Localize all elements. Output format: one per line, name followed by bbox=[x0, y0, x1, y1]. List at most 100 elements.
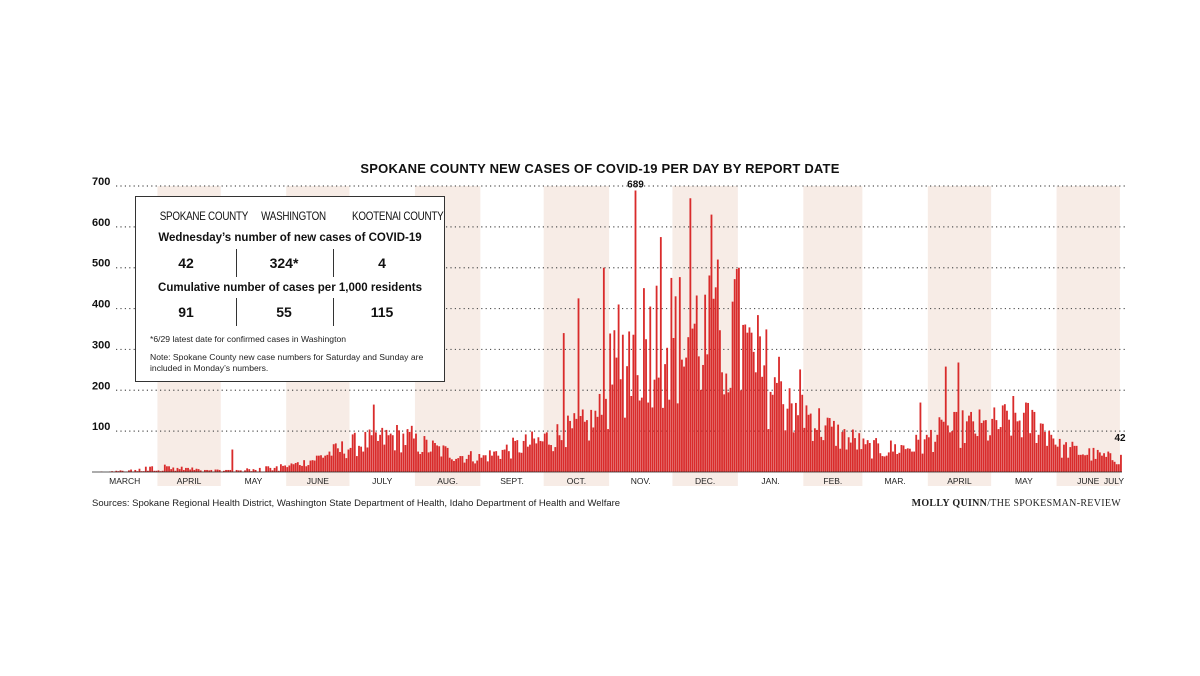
bar bbox=[843, 429, 846, 472]
bar bbox=[121, 470, 124, 472]
bar bbox=[607, 429, 609, 472]
bar bbox=[486, 461, 489, 472]
bar bbox=[157, 470, 160, 472]
bar bbox=[522, 440, 525, 472]
bar bbox=[731, 301, 734, 472]
bar bbox=[1035, 442, 1038, 472]
bar bbox=[968, 415, 970, 472]
bar bbox=[670, 277, 673, 472]
bar bbox=[693, 323, 696, 472]
y-tick-label: 100 bbox=[92, 421, 110, 433]
bar bbox=[640, 397, 643, 472]
credit-name: MOLLY QUINN bbox=[911, 498, 988, 509]
bar bbox=[687, 337, 690, 472]
bar bbox=[754, 372, 757, 472]
bar bbox=[334, 443, 337, 472]
bar bbox=[856, 449, 859, 472]
bar bbox=[225, 469, 227, 472]
bar bbox=[738, 267, 740, 472]
bar bbox=[360, 446, 363, 472]
bar bbox=[562, 333, 565, 472]
bar bbox=[908, 448, 911, 472]
bar bbox=[1008, 419, 1010, 472]
bar bbox=[317, 455, 320, 472]
bar bbox=[385, 429, 388, 472]
bar bbox=[328, 451, 331, 472]
bar bbox=[995, 420, 998, 472]
bar bbox=[782, 404, 785, 472]
bar bbox=[797, 415, 799, 472]
bar bbox=[1094, 458, 1097, 472]
bar bbox=[1092, 447, 1095, 472]
bar bbox=[480, 457, 483, 472]
bar bbox=[1001, 405, 1004, 472]
bar bbox=[535, 443, 538, 472]
bar bbox=[870, 458, 873, 472]
bar bbox=[166, 466, 168, 472]
bar bbox=[115, 470, 118, 472]
bar bbox=[1046, 445, 1048, 472]
bar bbox=[877, 443, 880, 472]
bar bbox=[788, 388, 791, 472]
bar bbox=[406, 429, 409, 472]
bar bbox=[771, 394, 774, 472]
bar bbox=[450, 459, 453, 472]
bar bbox=[307, 465, 310, 472]
bar bbox=[955, 411, 958, 472]
bar bbox=[438, 446, 441, 472]
bar bbox=[569, 420, 571, 472]
bar bbox=[1077, 454, 1080, 472]
bar bbox=[1041, 423, 1044, 472]
bar bbox=[448, 457, 451, 472]
x-tick-label: DEC. bbox=[695, 476, 715, 486]
bar bbox=[227, 469, 230, 472]
bar bbox=[330, 455, 333, 472]
bar bbox=[1037, 434, 1040, 472]
bar bbox=[269, 467, 272, 472]
bar bbox=[512, 437, 514, 472]
bar bbox=[138, 468, 141, 472]
bar bbox=[997, 429, 1000, 472]
bar bbox=[539, 440, 542, 472]
bar bbox=[248, 469, 251, 472]
bar bbox=[729, 387, 732, 472]
bar bbox=[915, 434, 918, 472]
bar bbox=[721, 372, 723, 472]
bar bbox=[583, 421, 586, 472]
bar bbox=[588, 440, 590, 472]
bar bbox=[425, 439, 428, 472]
bar bbox=[719, 330, 721, 472]
bar bbox=[1020, 437, 1023, 472]
bar bbox=[364, 431, 367, 472]
bar bbox=[940, 419, 943, 472]
bar bbox=[423, 436, 426, 472]
bar bbox=[172, 467, 175, 472]
bar bbox=[824, 425, 827, 472]
bar bbox=[776, 382, 778, 472]
bar bbox=[858, 433, 861, 472]
y-tick-label: 300 bbox=[92, 339, 110, 351]
bar bbox=[807, 414, 810, 472]
bar bbox=[767, 429, 770, 472]
bar bbox=[341, 441, 344, 472]
bar bbox=[351, 434, 354, 472]
bar bbox=[925, 434, 928, 472]
bar bbox=[455, 458, 457, 472]
bar bbox=[339, 451, 341, 472]
bar bbox=[1073, 445, 1076, 472]
bar bbox=[613, 330, 616, 472]
bar bbox=[759, 336, 761, 472]
bar bbox=[204, 469, 206, 472]
bar bbox=[938, 417, 941, 472]
bar bbox=[275, 466, 278, 472]
x-tick-label: APRIL bbox=[177, 476, 202, 486]
bar bbox=[1113, 461, 1116, 472]
bar bbox=[936, 434, 939, 472]
bar bbox=[134, 469, 137, 472]
bar bbox=[974, 433, 977, 472]
bar bbox=[792, 432, 795, 472]
bar bbox=[533, 438, 536, 472]
bar bbox=[706, 354, 709, 472]
bar bbox=[461, 456, 464, 472]
bar bbox=[778, 356, 780, 472]
